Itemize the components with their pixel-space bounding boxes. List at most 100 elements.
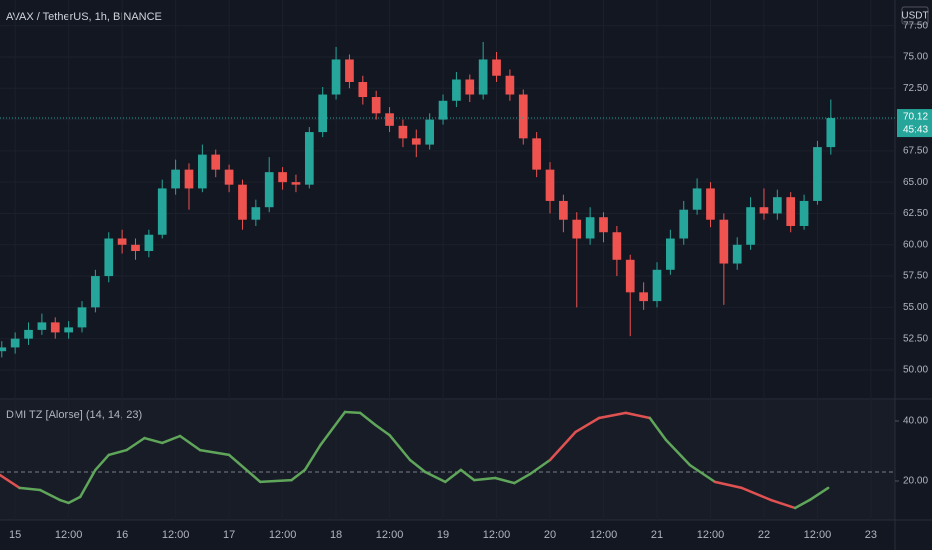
currency-label[interactable]: USDT (901, 11, 928, 22)
candle-body (719, 219, 729, 264)
dmi-line-segment (769, 498, 797, 510)
symbol-title: AVAX / TetherUS, 1h, BINANCE (6, 11, 162, 23)
candle-body (251, 207, 261, 220)
candle-body (131, 244, 140, 252)
candle-body (50, 322, 60, 333)
candle-body (692, 188, 702, 210)
candle-body (425, 119, 435, 145)
y-tick-label: 75.00 (903, 52, 928, 63)
candle-body (518, 94, 528, 139)
candle-body (452, 79, 461, 101)
candle-body (64, 327, 73, 333)
dmi-line-segment (160, 434, 182, 445)
y-tick-label: 40.00 (903, 416, 928, 427)
y-tick-label: 77.50 (903, 20, 928, 31)
y-tick-label: 50.00 (903, 365, 928, 376)
dmi-line-segment (290, 468, 307, 482)
y-tick-label: 62.50 (903, 208, 928, 219)
candle-body (559, 200, 568, 220)
candle-body (545, 169, 555, 201)
x-tick-label: 23 (865, 529, 877, 541)
dmi-line-segment (303, 443, 322, 472)
dmi-line-segment (713, 480, 743, 490)
candle-body (505, 75, 515, 95)
x-tick-label: 15 (9, 529, 21, 541)
dmi-line-segment (125, 436, 146, 452)
candle-body (385, 113, 394, 126)
dmi-line-segment (664, 438, 692, 467)
candle-body (291, 182, 301, 185)
candle-body (345, 59, 354, 83)
dmi-line-segment (94, 453, 111, 472)
dmi-line-segment (648, 416, 668, 442)
dmi-line-segment (808, 486, 830, 502)
candle-body (786, 197, 796, 226)
dmi-line-segment (388, 433, 412, 462)
dmi-line-segment (259, 478, 293, 484)
candle-body (318, 94, 328, 133)
dmi-line-segment (528, 458, 552, 476)
candle-body (171, 169, 180, 189)
y-tick-label: 55.00 (903, 302, 928, 313)
x-tick-label: 20 (544, 529, 556, 541)
candle-body (371, 97, 381, 114)
dmi-line-segment (178, 434, 202, 452)
candle-body (625, 259, 635, 293)
x-tick-label: 12:00 (55, 529, 83, 541)
candle-body (411, 138, 421, 145)
candle-body (91, 276, 100, 308)
y-tick-label: 57.50 (903, 271, 928, 282)
candle-body (438, 100, 448, 120)
candle-body (813, 147, 822, 201)
dmi-line-segment (740, 486, 772, 502)
dmi-line-segment (198, 448, 231, 457)
candle-body (612, 232, 622, 260)
dmi-line-segment (513, 472, 532, 485)
y-tick-label: 20.00 (903, 476, 928, 487)
candle-body (652, 269, 662, 302)
x-tick-label: 21 (651, 529, 663, 541)
x-tick-label: 12:00 (269, 529, 297, 541)
dmi-line-segment (78, 468, 97, 499)
candle-body (585, 217, 595, 239)
dmi-line-segment (574, 416, 601, 434)
countdown-label: 45:43 (903, 125, 928, 136)
dmi-line-segment (688, 463, 717, 484)
candle-body (10, 338, 20, 348)
candle-body (198, 154, 207, 189)
x-tick-label: 12:00 (804, 529, 832, 541)
dmi-line-segment (38, 488, 61, 502)
candle-body (224, 169, 234, 185)
candle-body (264, 172, 274, 208)
candle-body (157, 188, 167, 235)
x-tick-label: 16 (116, 529, 128, 541)
candle-body (679, 209, 689, 239)
x-tick-label: 19 (437, 529, 449, 541)
x-tick-label: 12:00 (376, 529, 404, 541)
dmi-line-segment (597, 411, 628, 420)
candle-body (799, 200, 809, 226)
dmi-line-segment (493, 476, 516, 485)
x-tick-label: 12:00 (697, 529, 725, 541)
y-tick-label: 60.00 (903, 239, 928, 250)
candle-body (492, 59, 501, 76)
dmi-line-segment (227, 453, 262, 484)
x-tick-label: 12:00 (483, 529, 511, 541)
dmi-line-segment (58, 498, 70, 505)
dmi-line-segment (444, 468, 463, 484)
x-tick-label: 12:00 (162, 529, 190, 541)
candle-body (398, 125, 408, 139)
candle-body (746, 207, 755, 245)
dmi-line-segment (423, 470, 447, 484)
candle-body (77, 307, 87, 328)
candle-body (599, 217, 608, 233)
y-tick-label: 72.50 (903, 83, 928, 94)
dmi-line-segment (459, 468, 476, 482)
candle-body (465, 79, 475, 95)
y-tick-label: 67.50 (903, 146, 928, 157)
dmi-line-segment (358, 411, 377, 427)
x-tick-label: 12:00 (590, 529, 618, 541)
currency-badge[interactable] (901, 6, 929, 25)
